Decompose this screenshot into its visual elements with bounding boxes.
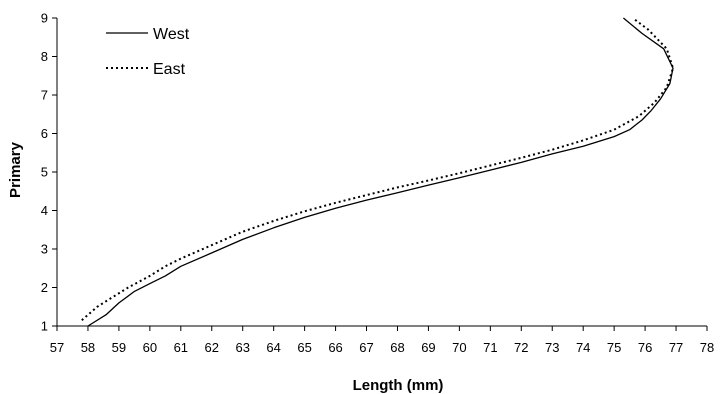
x-tick-label: 70 — [452, 340, 466, 355]
x-tick-label: 64 — [266, 340, 280, 355]
x-tick-label: 68 — [390, 340, 404, 355]
series-lines — [81, 17, 674, 327]
x-axis-title: Length (mm) — [353, 377, 444, 394]
legend-label-east: East — [153, 61, 186, 78]
y-tick-label: 8 — [41, 49, 48, 64]
y-tick-label: 3 — [41, 242, 48, 257]
y-tick-label: 6 — [41, 126, 48, 141]
y-tick-label: 5 — [41, 165, 48, 180]
x-tick-label: 61 — [174, 340, 188, 355]
legend-label-west: West — [153, 26, 190, 43]
y-axis-title: Primary — [7, 141, 24, 198]
x-tick-label: 59 — [112, 340, 126, 355]
series-line-east — [81, 17, 674, 321]
x-tick-label: 77 — [669, 340, 683, 355]
x-tick-label: 72 — [514, 340, 528, 355]
legend: West East — [106, 26, 190, 78]
x-axis-ticks: 57 58 59 60 61 62 63 64 65 66 67 68 69 70 71 72 73 74 75 76… — [50, 326, 714, 355]
x-tick-label: 76 — [638, 340, 652, 355]
y-tick-label: 7 — [41, 88, 48, 103]
x-tick-label: 74 — [576, 340, 590, 355]
x-tick-label: 73 — [545, 340, 559, 355]
y-tick-label: 4 — [41, 203, 48, 218]
x-tick-label: 58 — [81, 340, 95, 355]
x-tick-label: 60 — [143, 340, 157, 355]
x-tick-label: 71 — [483, 340, 497, 355]
x-tick-label: 66 — [328, 340, 342, 355]
x-tick-label: 57 — [50, 340, 64, 355]
x-tick-label: 62 — [205, 340, 219, 355]
x-tick-label: 78 — [700, 340, 714, 355]
y-tick-label: 1 — [41, 319, 48, 334]
x-tick-label: 67 — [359, 340, 373, 355]
x-tick-label: 65 — [297, 340, 311, 355]
y-tick-label: 9 — [41, 11, 48, 26]
x-tick-label: 63 — [235, 340, 249, 355]
x-tick-label: 75 — [607, 340, 621, 355]
y-axis-ticks: 1 2 3 4 5 6 7 8 9 — [41, 11, 57, 334]
series-line-west — [87, 17, 674, 327]
y-tick-label: 2 — [41, 280, 48, 295]
x-tick-label: 69 — [421, 340, 435, 355]
